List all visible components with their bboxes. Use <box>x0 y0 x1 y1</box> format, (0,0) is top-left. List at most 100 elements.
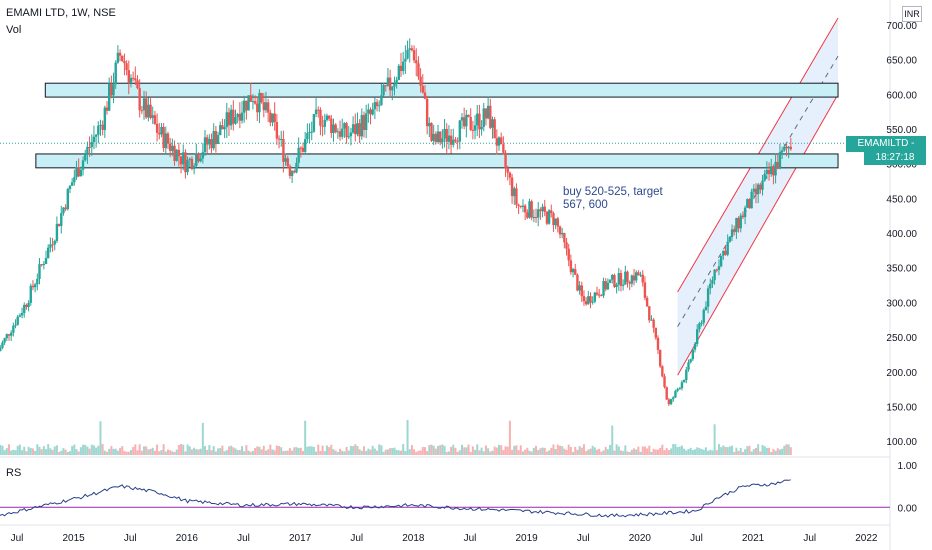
volume-bar <box>169 450 172 455</box>
volume-bar <box>280 447 283 455</box>
candle-body <box>256 103 259 113</box>
candle-body <box>36 278 39 285</box>
candle-body <box>158 132 161 135</box>
volume-bar <box>778 449 781 455</box>
candle-body <box>27 302 30 307</box>
candle-body <box>223 127 226 130</box>
volume-bar <box>541 447 544 455</box>
candle-body <box>99 124 102 126</box>
volume-bar <box>550 447 553 455</box>
candle-body <box>317 109 320 111</box>
candle-body <box>393 83 396 87</box>
volume-bar <box>349 445 352 455</box>
volume-bar <box>356 445 359 455</box>
volume-bar <box>665 448 668 455</box>
candle-body <box>643 282 647 298</box>
candle-body <box>134 78 137 81</box>
volume-bar <box>108 448 111 455</box>
volume-bar <box>173 451 176 455</box>
volume-bar <box>537 450 540 455</box>
candle-body <box>116 52 120 63</box>
candle-body <box>652 319 655 328</box>
volume-bar <box>42 446 45 455</box>
candle-body <box>118 52 122 56</box>
volume-bar <box>219 448 222 455</box>
volume-bar <box>447 451 450 455</box>
candle-body <box>482 108 485 127</box>
candle-body <box>47 247 50 258</box>
candle-body <box>523 205 527 213</box>
candle-body <box>530 201 533 218</box>
volume-bar <box>234 448 237 455</box>
volume-bar <box>92 445 95 455</box>
candle-body <box>515 188 518 205</box>
y-tick-label: 200.00 <box>886 368 917 379</box>
volume-bar <box>184 451 187 455</box>
volume-bar <box>10 450 13 455</box>
volume-bar <box>60 450 63 455</box>
volume-bar <box>783 445 786 455</box>
volume-bar <box>334 450 337 455</box>
rs-line <box>0 479 791 518</box>
volume-bar <box>238 450 241 455</box>
volume-bar <box>369 449 372 455</box>
volume-bar <box>543 447 546 455</box>
rs-tick-label: 1.00 <box>898 461 918 472</box>
volume-bar <box>208 445 211 455</box>
volume-bar <box>458 450 461 455</box>
volume-bar <box>441 444 444 455</box>
candle-body <box>436 131 440 142</box>
candle-body <box>493 119 496 139</box>
candle-body <box>273 113 276 123</box>
candle-body <box>5 334 9 339</box>
volume-bar <box>500 445 503 455</box>
candle-body <box>635 272 638 281</box>
candle-body <box>260 92 263 103</box>
candle-body <box>447 135 451 142</box>
candle-body <box>597 294 601 296</box>
candle-body <box>526 212 529 218</box>
candle-body <box>301 147 305 152</box>
candle-body <box>110 83 113 96</box>
volume-bar <box>371 445 374 455</box>
volume-bar <box>563 448 566 455</box>
candle-body <box>563 232 566 243</box>
volume-bar <box>162 444 165 455</box>
candle-body <box>125 63 128 71</box>
candle-body <box>345 123 348 138</box>
candle-body <box>687 362 690 370</box>
volume-bar <box>210 450 213 455</box>
volume-bar <box>140 450 143 455</box>
currency-badge[interactable]: INR <box>902 6 922 22</box>
candle-body <box>378 105 381 107</box>
volume-bar <box>722 445 725 455</box>
x-tick-label: Jul <box>237 533 250 544</box>
volume-bar <box>495 447 498 455</box>
volume-bar <box>717 444 720 455</box>
volume-bar <box>190 449 193 455</box>
volume-bar <box>156 444 159 455</box>
candle-body <box>417 63 420 77</box>
candle-body <box>62 207 65 214</box>
candle-body <box>743 207 747 218</box>
volume-bar <box>182 444 185 455</box>
candle-body <box>691 349 695 360</box>
candle-body <box>88 147 91 149</box>
volume-bar <box>569 446 572 455</box>
candle-body <box>266 102 270 113</box>
candle-body <box>171 145 174 151</box>
candle-body <box>55 223 59 241</box>
candle-body <box>497 137 501 146</box>
volume-bar <box>726 447 729 455</box>
candle-body <box>611 274 614 280</box>
candle-body <box>539 209 542 212</box>
trade-annotation[interactable]: buy 520-525, target 567, 600 <box>563 186 663 211</box>
candle-body <box>397 65 401 80</box>
candle-body <box>38 264 41 279</box>
volume-bar <box>64 449 67 455</box>
candle-body <box>471 129 475 131</box>
volume-bar <box>249 451 252 455</box>
volume-bar <box>23 446 26 455</box>
volume-bar <box>561 446 564 455</box>
